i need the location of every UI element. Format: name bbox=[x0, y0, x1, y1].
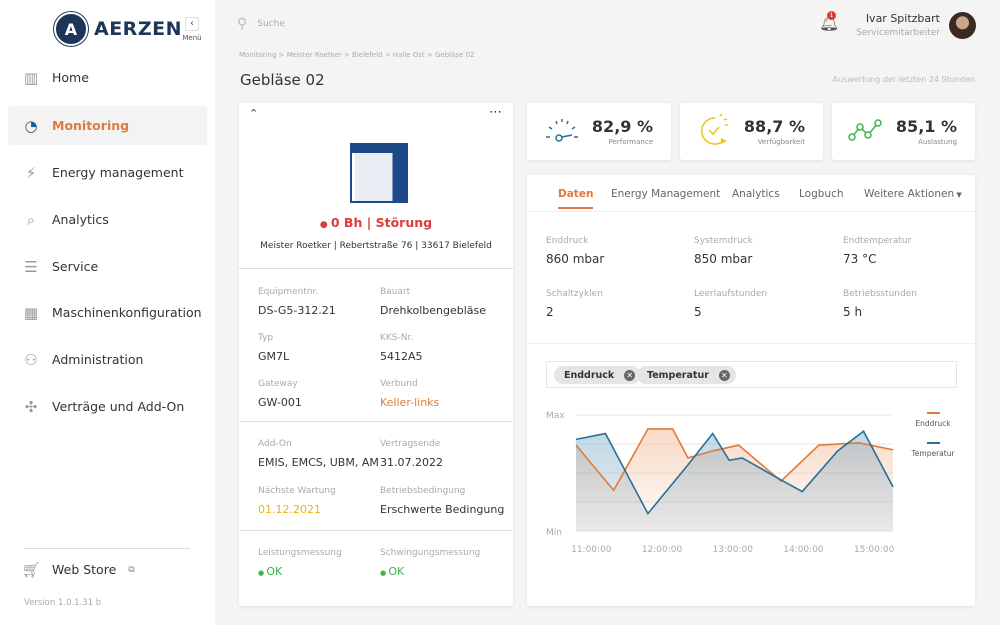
energy-icon: ⚡︎ bbox=[25, 163, 37, 182]
machine-status: ● 0 Bh | Störung bbox=[319, 215, 433, 230]
sidebar-item-vertr-ge-und-add-on[interactable]: ✣ Verträge und Add-On bbox=[8, 387, 207, 426]
field-7: Vertragsende 31.07.2022 bbox=[380, 439, 443, 469]
caret-down-icon: ▼ bbox=[954, 191, 962, 199]
field-8: Nächste Wartung 01.12.2021 bbox=[258, 486, 336, 516]
field-6: Add-On EMIS, EMCS, UBM, AM bbox=[258, 439, 379, 469]
filter-chip-temperatur[interactable]: Temperatur ✕ bbox=[637, 366, 736, 384]
logo-mark-icon: A bbox=[54, 12, 88, 46]
sidebar-item-analytics[interactable]: ⌕ Analytics bbox=[8, 200, 207, 239]
puzzle-icon: ✣ bbox=[24, 397, 38, 416]
status-dot-icon: ● bbox=[319, 220, 331, 230]
tab-daten[interactable]: Daten bbox=[558, 188, 594, 209]
sidebar-item-maschinenkonfiguration[interactable]: ▦ Maschinenkonfiguration bbox=[23, 303, 202, 322]
trend-line-icon bbox=[847, 115, 887, 149]
tab-energy-management[interactable]: Energy Management bbox=[611, 188, 721, 200]
sidebar-item-service[interactable]: ☰ Service bbox=[8, 247, 207, 286]
tab-logbuch[interactable]: Logbuch bbox=[799, 188, 844, 200]
remove-filter-icon[interactable]: ✕ bbox=[718, 369, 730, 381]
collapse-menu-button[interactable]: ‹ Menü bbox=[182, 17, 202, 42]
remove-filter-icon[interactable]: ✕ bbox=[624, 369, 636, 381]
chevron-left-icon: ‹ bbox=[185, 17, 199, 31]
bar-chart-icon: ▥ bbox=[23, 68, 39, 87]
divider bbox=[527, 343, 975, 344]
field-0: Equipmentnr. DS-G5-312.21 bbox=[258, 287, 336, 317]
tab-weitere-aktionen[interactable]: Weitere Aktionen ▼ bbox=[864, 188, 962, 200]
field-2: Typ GM7L bbox=[258, 333, 290, 363]
version-label: Version 1.0.1.31 b bbox=[24, 598, 102, 608]
web-store-link[interactable]: 🛒︎ Web Store ⧉ bbox=[21, 560, 135, 579]
detail-leerlaufstunden: Leerlaufstunden 5 bbox=[694, 289, 768, 319]
breadcrumb[interactable]: Monitoring > Meister Roetker > Bielefeld… bbox=[239, 51, 475, 59]
list-icon: ☰ bbox=[24, 257, 38, 276]
search-icon: ⚲ bbox=[237, 16, 248, 32]
detail-endtemperatur: Endtemperatur 73 °C bbox=[843, 236, 912, 266]
machine-image bbox=[350, 143, 408, 203]
range-note: Auswertung der letzten 24 Stunden bbox=[832, 75, 976, 84]
notification-badge: 1 bbox=[827, 11, 836, 20]
field-11: Schwingungsmessung ● OK bbox=[380, 548, 481, 578]
aerzen-logo[interactable]: A AERZEN bbox=[54, 12, 182, 46]
detail-schaltzyklen: Schaltzyklen 2 bbox=[546, 289, 603, 319]
field-10: Leistungsmessung ● OK bbox=[258, 548, 342, 578]
kpi-card-performance[interactable]: 82,9 % Performance bbox=[527, 103, 671, 160]
kpi-card-verfügbarkeit[interactable]: 88,7 % Verfügbarkeit bbox=[680, 103, 823, 160]
sidebar-item-home[interactable]: ▥ Home bbox=[23, 68, 89, 87]
detail-systemdruck: Systemdruck 850 mbar bbox=[694, 236, 753, 266]
kpi-card-auslastung[interactable]: 85,1 % Auslastung bbox=[832, 103, 975, 160]
clock-check-icon bbox=[695, 112, 735, 152]
filter-box[interactable] bbox=[546, 361, 957, 388]
field-1: Bauart Drehkolbengebläse bbox=[380, 287, 487, 317]
divider bbox=[239, 421, 513, 422]
tab-analytics[interactable]: Analytics bbox=[732, 188, 780, 200]
layout-icon: ▦ bbox=[23, 303, 39, 322]
sidebar-item-energy-management[interactable]: ⚡︎ Energy management bbox=[8, 153, 207, 192]
detail-betriebsstunden: Betriebsstunden 5 h bbox=[843, 289, 917, 319]
field-5: Verbund Keller-links bbox=[380, 379, 440, 409]
collapse-icon[interactable]: ⌃ bbox=[249, 107, 259, 120]
divider bbox=[239, 268, 513, 269]
field-3: KKS-Nr. 5412A5 bbox=[380, 333, 423, 363]
filter-chip-enddruck[interactable]: Enddruck ✕ bbox=[554, 366, 642, 384]
gauge-icon bbox=[542, 115, 582, 149]
cart-icon: 🛒︎ bbox=[21, 560, 41, 579]
detail-enddruck: Enddruck 860 mbar bbox=[546, 236, 605, 266]
field-4: Gateway GW-001 bbox=[258, 379, 302, 409]
divider bbox=[527, 211, 975, 212]
machine-card: ⌃ ⋯ ● 0 Bh | Störung Meister Roetker | R… bbox=[239, 103, 513, 606]
field-9: Betriebsbedingung Erschwerte Bedingung bbox=[380, 486, 505, 516]
external-link-icon: ⧉ bbox=[128, 564, 135, 575]
sidebar-item-monitoring[interactable]: ◔ Monitoring bbox=[8, 106, 207, 145]
more-options-icon[interactable]: ⋯ bbox=[489, 105, 503, 120]
user-info[interactable]: Ivar Spitzbart Servicemitarbeiter bbox=[856, 12, 940, 38]
machine-address: Meister Roetker | Rebertstraße 76 | 3361… bbox=[260, 241, 492, 251]
sidebar: A AERZEN ‹ Menü ▥ Home ◔ Monitoring ⚡︎ Energy m… bbox=[0, 0, 215, 625]
analytics-icon: ⌕ bbox=[26, 210, 36, 229]
avatar[interactable] bbox=[949, 12, 976, 39]
divider bbox=[24, 548, 190, 549]
users-icon: ⚇ bbox=[24, 350, 38, 369]
page-title: Gebläse 02 bbox=[240, 71, 325, 89]
details-card bbox=[527, 175, 975, 606]
sidebar-item-administration[interactable]: ⚇ Administration bbox=[8, 340, 207, 379]
divider bbox=[239, 530, 513, 531]
pie-chart-icon: ◔ bbox=[24, 116, 38, 135]
search-input[interactable]: ⚲ Suche bbox=[237, 16, 285, 32]
notification-bell-icon[interactable]: 🔔︎ 1 bbox=[819, 11, 840, 32]
